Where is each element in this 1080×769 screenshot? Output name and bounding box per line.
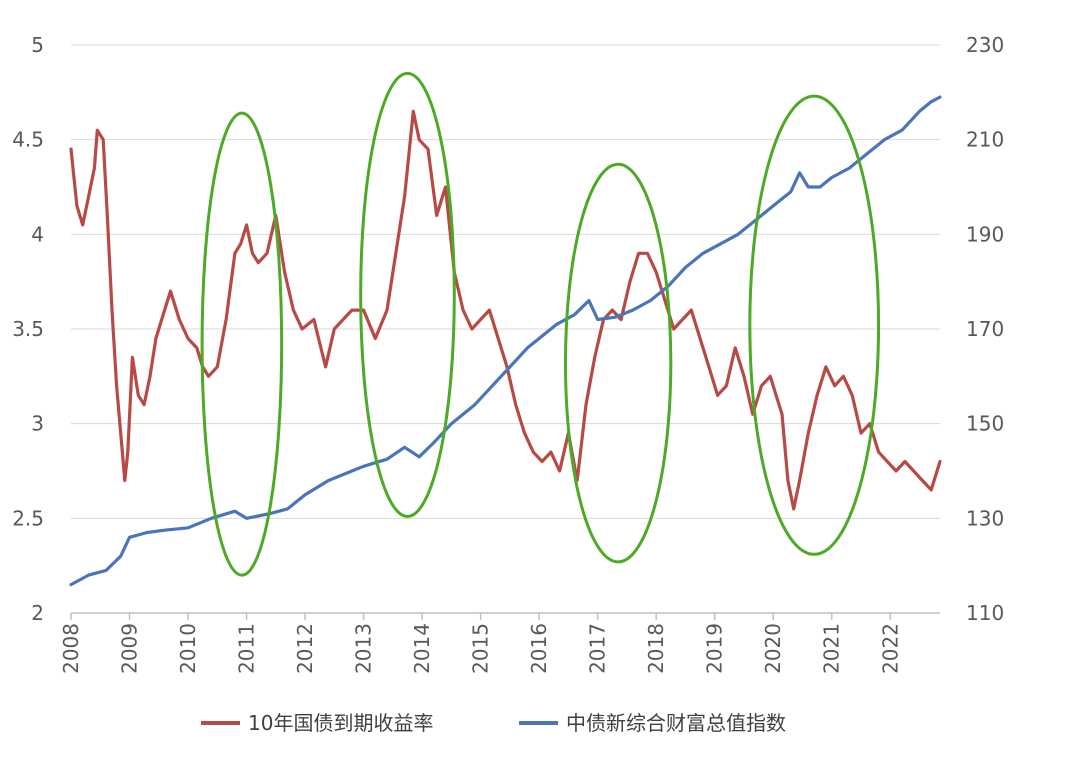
legend-label-yield: 10年国债到期收益率 (248, 711, 433, 735)
highlight-ellipse (359, 71, 456, 518)
y-right-tick-label: 190 (966, 222, 1004, 246)
y-left-tick-label: 2 (31, 601, 44, 625)
x-tick-label: 2009 (118, 623, 142, 674)
series-line-yield (69, 109, 942, 511)
y-left-tick-label: 4 (31, 222, 44, 246)
highlight-ellipse (200, 111, 284, 577)
right-axis: 110 130 150 170 190 210 230 (966, 33, 1004, 625)
legend-label-index: 中债新综合财富总值指数 (566, 711, 786, 735)
series-group (69, 95, 942, 587)
x-tick-label: 2008 (59, 623, 83, 674)
x-tick-label: 2019 (703, 623, 727, 674)
y-left-tick-label: 3 (31, 412, 44, 436)
x-tick-label: 2017 (586, 623, 610, 674)
x-tick-label: 2012 (293, 623, 317, 674)
y-right-tick-label: 210 (966, 128, 1004, 152)
y-right-tick-label: 110 (966, 601, 1004, 625)
y-left-tick-label: 2.5 (12, 506, 44, 530)
x-tick-label: 2016 (527, 623, 551, 674)
x-tick-label: 2014 (410, 623, 434, 674)
x-tick-label: 2020 (761, 623, 785, 674)
x-tick-label: 2021 (820, 623, 844, 674)
grid (71, 44, 940, 519)
x-tick-label: 2011 (235, 623, 259, 674)
y-right-tick-label: 150 (966, 412, 1004, 436)
y-right-tick-label: 230 (966, 33, 1004, 57)
x-axis: 2008 2009 2010 2011 2012 2013 2014 2015 2016 2017… (59, 613, 902, 674)
highlight-ellipse (748, 94, 881, 556)
y-right-tick-label: 130 (966, 506, 1004, 530)
x-tick-label: 2018 (644, 623, 668, 674)
x-tick-label: 2010 (176, 623, 200, 674)
x-tick-label: 2015 (469, 623, 493, 674)
legend: 10年国债到期收益率 中债新综合财富总值指数 (201, 711, 786, 735)
left-axis: 2 2.5 3 3.5 4 4.5 5 (12, 33, 44, 625)
x-tick-label: 2013 (352, 623, 376, 674)
x-tick-label: 2022 (878, 623, 902, 674)
y-right-tick-label: 170 (966, 317, 1004, 341)
highlight-ellipse (563, 162, 673, 564)
annotation-group (200, 71, 881, 577)
y-left-tick-label: 3.5 (12, 317, 44, 341)
y-left-tick-label: 5 (31, 33, 44, 57)
y-left-tick-label: 4.5 (12, 128, 44, 152)
series-line-index (69, 95, 942, 587)
